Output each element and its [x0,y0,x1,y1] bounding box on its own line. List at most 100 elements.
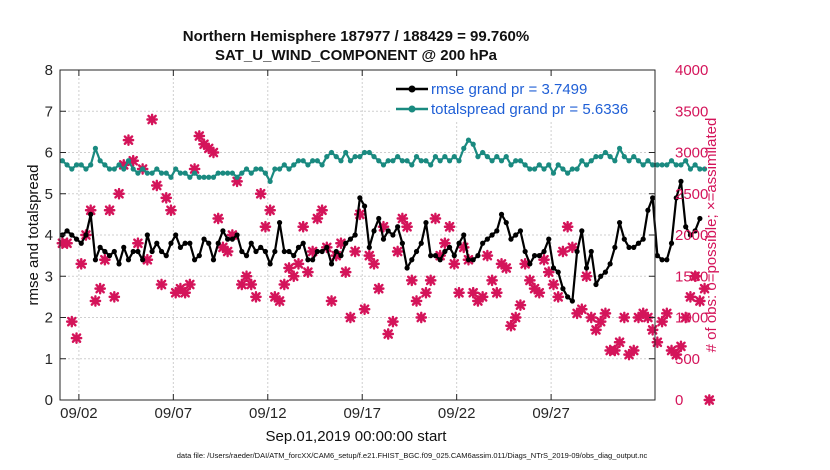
rmse-point [697,215,703,222]
spread-point [687,166,694,172]
rmse-point [380,236,387,242]
spread-point [357,154,363,160]
spread-point [121,166,127,172]
spread-point [361,149,368,156]
obs-marker [637,307,650,320]
rmse-point [432,253,439,259]
obs-marker [467,286,480,299]
rmse-point [78,240,84,246]
obs-marker [183,278,196,291]
rmse-point [163,253,169,259]
obs-marker [70,332,83,345]
obs-marker [221,245,234,258]
obs-marker [94,282,107,295]
legend-box [391,76,653,120]
spread-series [59,137,708,184]
obs-marker [415,311,428,324]
obs-marker [656,315,668,328]
rmse-point [602,269,609,275]
spread-point [480,149,486,156]
obs-marker [268,290,281,303]
rmse-point [116,261,122,267]
rmse-point [409,257,415,263]
legend-spread-label: totalspread grand pr = 5.6336 [431,101,628,118]
rmse-point [565,294,571,300]
rmse-point [418,240,424,246]
spread-point [319,162,325,168]
obs-marker [212,212,225,225]
rmse-point [645,207,651,213]
obs-marker [632,311,645,324]
rmse-point [583,265,590,271]
spread-point [291,162,297,168]
spread-point [546,162,552,168]
rmse-point [352,232,358,238]
spread-point [83,166,89,172]
obs-marker [160,191,173,204]
rmse-point [413,248,420,255]
rmse-point [281,248,287,255]
spread-point [125,158,132,164]
rmse-point [650,195,656,201]
obs-marker [132,237,144,250]
rmse-point [191,257,198,263]
rmse-point [92,257,99,263]
spread-point [163,170,169,176]
y-axis-label: rmse and totalspread [25,165,42,306]
spread-point [517,158,524,164]
obs-marker [259,220,272,233]
rmse-point [513,232,519,238]
rmse-point [555,269,561,275]
obs-marker [89,295,102,307]
rmse-point [196,253,202,259]
spread-point [376,158,382,164]
rmse-point [144,232,150,238]
rmse-point [631,244,637,250]
rmse-point [588,248,594,255]
obs-marker [325,295,338,307]
obs-marker [618,311,631,324]
obs-marker [566,241,579,254]
obs-marker [590,323,602,336]
x-axis-label: Sep.01,2019 00:00:00 start [266,428,448,445]
rmse-point [347,236,354,242]
obs-marker [542,266,555,279]
spread-point [673,162,679,168]
obs-marker [372,282,385,295]
obs-marker [226,229,239,241]
obs-marker [377,220,390,233]
spread-point [158,170,165,176]
obs-marker [557,245,569,258]
rmse-point [399,240,405,246]
obs-marker [651,336,664,349]
spread-point [650,162,656,168]
obs-marker [335,237,347,250]
y2-tick-label: 1500 [675,268,708,285]
obs-marker [533,286,546,299]
spread-point [328,149,335,156]
spread-point [173,166,179,172]
spread-point [215,170,221,176]
spread-point [234,174,240,180]
rmse-point [579,228,585,234]
obs-marker [481,249,494,262]
legend-spread-marker [408,105,416,113]
spread-point [262,170,269,176]
spread-point [664,162,670,168]
obs-marker [509,311,522,324]
spread-point [598,154,604,160]
spread-point [513,158,519,164]
spread-point [409,162,415,168]
rmse-point [324,244,330,250]
spread-point [659,162,665,168]
obs-marker [231,175,243,188]
obs-marker [703,394,716,406]
obs-marker [344,311,357,324]
spread-point [64,162,70,168]
rmse-point [451,253,457,259]
spread-point [404,158,410,164]
obs-marker [235,278,248,291]
spread-point [428,162,434,168]
spread-point [338,158,344,164]
obs-marker [486,274,498,287]
